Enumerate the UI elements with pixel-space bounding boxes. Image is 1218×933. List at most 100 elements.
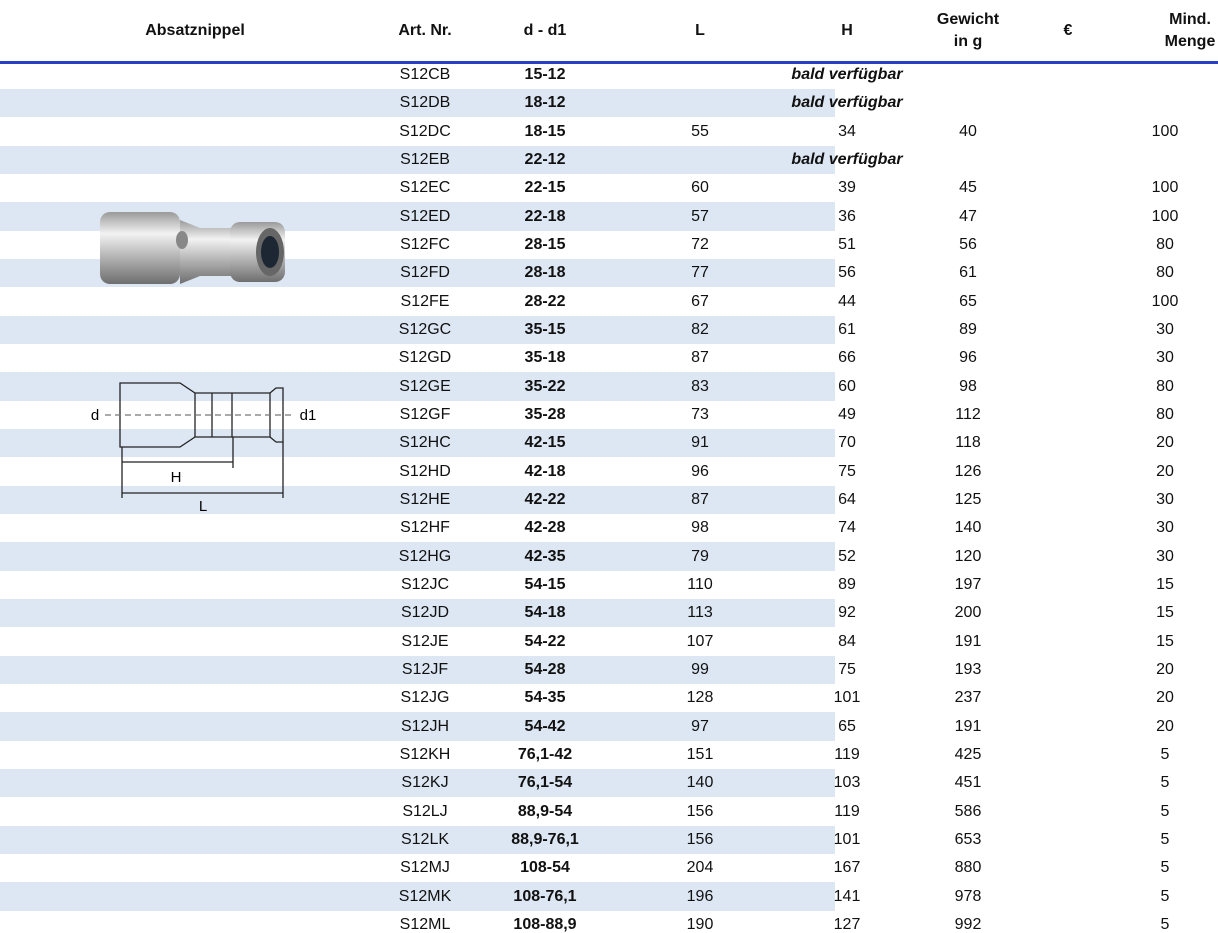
weight: 237 — [955, 689, 982, 707]
size: 35-15 — [525, 321, 566, 339]
art-number: S12JE — [401, 633, 448, 651]
height: 61 — [838, 321, 856, 339]
height: 56 — [838, 264, 856, 282]
length: 140 — [687, 774, 714, 792]
dim-label: d1 — [300, 407, 317, 424]
length: 83 — [691, 378, 709, 396]
size: 54-18 — [525, 604, 566, 622]
column-header: L — [695, 20, 705, 42]
column-header-line: Menge — [1165, 31, 1216, 53]
size: 22-12 — [525, 151, 566, 169]
length: 151 — [687, 746, 714, 764]
availability-note: bald verfügbar — [791, 151, 902, 169]
art-number: S12LK — [401, 831, 449, 849]
art-number: S12FE — [401, 293, 450, 311]
art-number: S12HC — [399, 434, 451, 452]
weight: 120 — [955, 548, 982, 566]
length: 67 — [691, 293, 709, 311]
art-number: S12DC — [399, 123, 451, 141]
min-quantity: 5 — [1161, 774, 1170, 792]
length: 91 — [691, 434, 709, 452]
length: 156 — [687, 803, 714, 821]
size: 88,9-76,1 — [511, 831, 579, 849]
art-number: S12MJ — [400, 859, 450, 877]
min-quantity: 15 — [1156, 576, 1174, 594]
column-header: H — [841, 20, 853, 42]
weight: 193 — [955, 661, 982, 679]
column-header: Mind.Menge — [1165, 9, 1216, 53]
min-quantity: 30 — [1156, 519, 1174, 537]
min-quantity: 20 — [1156, 661, 1174, 679]
min-quantity: 80 — [1156, 264, 1174, 282]
column-header-line: in g — [937, 31, 999, 53]
column-header: d - d1 — [524, 20, 567, 42]
weight: 118 — [955, 434, 981, 452]
height: 141 — [834, 888, 861, 906]
length: 96 — [691, 463, 709, 481]
height: 75 — [838, 661, 856, 679]
column-header-line: € — [1064, 20, 1073, 42]
weight: 96 — [959, 349, 977, 367]
weight: 40 — [959, 123, 977, 141]
height: 74 — [838, 519, 856, 537]
weight: 451 — [955, 774, 982, 792]
height: 119 — [834, 803, 860, 821]
length: 97 — [691, 718, 709, 736]
art-number: S12LJ — [402, 803, 447, 821]
weight: 126 — [955, 463, 982, 481]
height: 36 — [838, 208, 856, 226]
art-number: S12JC — [401, 576, 449, 594]
length: 196 — [687, 888, 714, 906]
art-number: S12ML — [400, 916, 451, 933]
min-quantity: 5 — [1161, 803, 1170, 821]
art-number: S12FD — [400, 264, 450, 282]
min-quantity: 100 — [1152, 208, 1179, 226]
size: 42-28 — [525, 519, 566, 537]
weight: 586 — [955, 803, 982, 821]
column-header: € — [1064, 20, 1073, 42]
size: 22-18 — [525, 208, 566, 226]
dim-label: H — [171, 469, 182, 486]
height: 75 — [838, 463, 856, 481]
art-number: S12DB — [400, 94, 451, 112]
size: 35-28 — [525, 406, 566, 424]
weight: 200 — [955, 604, 982, 622]
min-quantity: 100 — [1152, 179, 1179, 197]
weight: 425 — [955, 746, 982, 764]
column-header-line: d - d1 — [524, 20, 567, 42]
column-header-line: H — [841, 20, 853, 42]
size: 28-15 — [525, 236, 566, 254]
length: 87 — [691, 491, 709, 509]
art-number: S12HG — [399, 548, 451, 566]
weight: 47 — [959, 208, 977, 226]
size: 18-12 — [525, 94, 566, 112]
size: 42-22 — [525, 491, 566, 509]
min-quantity: 30 — [1156, 321, 1174, 339]
length: 87 — [691, 349, 709, 367]
length: 60 — [691, 179, 709, 197]
art-number: S12FC — [400, 236, 450, 254]
height: 52 — [838, 548, 856, 566]
min-quantity: 20 — [1156, 463, 1174, 481]
height: 49 — [838, 406, 856, 424]
size: 28-18 — [525, 264, 566, 282]
art-number: S12HF — [400, 519, 450, 537]
height: 119 — [834, 746, 860, 764]
size: 88,9-54 — [518, 803, 572, 821]
weight: 880 — [955, 859, 982, 877]
weight: 112 — [955, 406, 981, 424]
weight: 125 — [955, 491, 982, 509]
size: 42-35 — [525, 548, 566, 566]
weight: 191 — [955, 633, 982, 651]
weight: 61 — [959, 264, 977, 282]
length: 156 — [687, 831, 714, 849]
column-header-line: Gewicht — [937, 9, 999, 31]
size: 108-76,1 — [513, 888, 576, 906]
art-number: S12JH — [401, 718, 449, 736]
size: 35-22 — [525, 378, 566, 396]
size: 22-15 — [525, 179, 566, 197]
art-number: S12HD — [399, 463, 451, 481]
art-number: S12GE — [399, 378, 451, 396]
art-number: S12KJ — [401, 774, 448, 792]
height: 167 — [834, 859, 861, 877]
